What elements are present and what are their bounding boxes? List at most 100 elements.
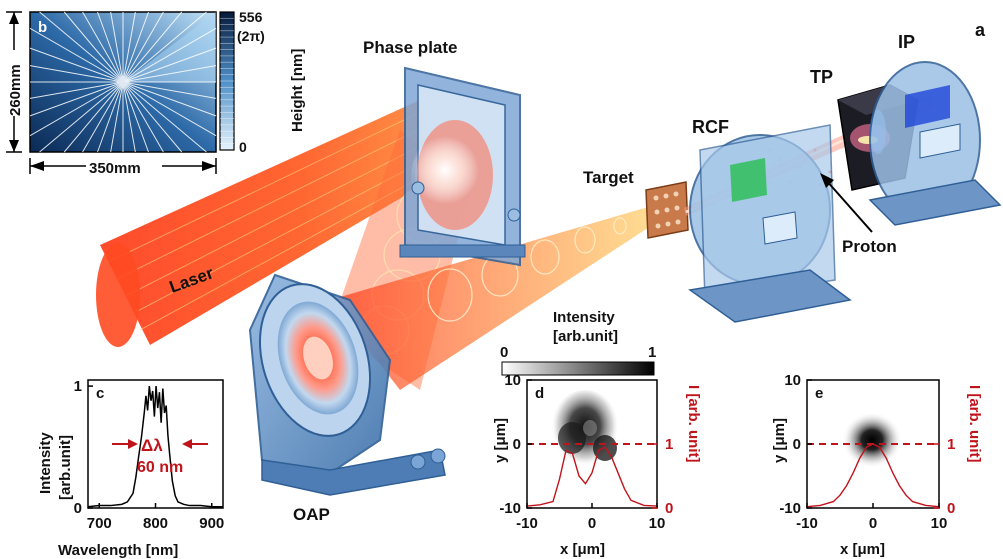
phase-ray <box>39 81 124 153</box>
phase-ray <box>82 81 124 153</box>
label-tp: TP <box>810 67 833 87</box>
panel-letter-c: c <box>96 385 104 402</box>
ytick: 0 <box>793 436 801 453</box>
phase-ray <box>29 81 124 117</box>
c-ytick: 1 <box>74 378 82 395</box>
xtick: 10 <box>649 515 666 532</box>
xtick: -10 <box>796 515 818 532</box>
d-ylabel: y [μm] <box>492 418 509 463</box>
panel-letter-e: e <box>815 385 823 402</box>
phase-ray <box>63 11 124 83</box>
label-oap: OAP <box>293 505 330 524</box>
y2tick: 1 <box>947 436 955 453</box>
ytick: 10 <box>784 372 801 389</box>
phase-ray <box>29 81 124 137</box>
phase-ray <box>110 81 124 153</box>
intensity-min: 0 <box>500 344 508 361</box>
phase-ray <box>122 11 149 83</box>
c-xtick: 900 <box>199 515 224 532</box>
phase-ray <box>29 47 124 83</box>
label-target: Target <box>583 168 634 187</box>
xtick: 0 <box>869 515 877 532</box>
proton-arrow <box>820 173 873 233</box>
d-xlabel: x [μm] <box>560 541 605 558</box>
phase-ray <box>122 81 164 153</box>
ytick: -10 <box>779 500 801 517</box>
intensity-unit: [arb.unit] <box>553 328 618 345</box>
delta-lambda-value: 60 nm <box>137 459 183 476</box>
focal-spot-e <box>842 412 902 468</box>
colorbar-max-sub: (2π) <box>237 28 265 44</box>
phase-ray <box>29 65 124 83</box>
ytick: 10 <box>504 372 521 389</box>
panel-c: c 700 800 900 0 1 Wavelength [nm] Intensity… <box>37 378 224 559</box>
phase-ray <box>122 81 217 137</box>
phase-ray <box>97 81 124 153</box>
intensity-title: Intensity <box>553 309 615 326</box>
e-ylabel: y [μm] <box>771 418 788 463</box>
label-proton: Proton <box>842 237 897 256</box>
phase-ray <box>122 11 183 83</box>
colorbar-min: 0 <box>239 139 247 155</box>
d-lineout <box>526 446 658 507</box>
phase-plate-rays <box>29 11 217 153</box>
laser-beam <box>96 100 440 347</box>
phase-ray <box>122 81 183 153</box>
c-ylabel-1: Intensity <box>37 432 54 494</box>
label-phase-plate: Phase plate <box>363 38 458 57</box>
phase-ray <box>122 11 207 83</box>
bandwidth-annotation: Δλ 60 nm <box>112 436 208 476</box>
label-ip: IP <box>898 32 915 52</box>
intensity-colorbar: Intensity [arb.unit] 0 1 <box>500 309 656 376</box>
ytick: -10 <box>499 500 521 517</box>
label-rcf: RCF <box>692 117 729 137</box>
y2tick: 0 <box>665 500 673 517</box>
xtick: 10 <box>931 515 948 532</box>
phase-ray <box>122 81 217 99</box>
y2tick: 1 <box>665 436 673 453</box>
panel-letter-d: d <box>535 385 544 402</box>
phase-ray <box>122 81 149 153</box>
oap-mirror <box>248 273 446 496</box>
d-y2label: I [arb. unit] <box>685 385 702 463</box>
intensity-max: 1 <box>648 344 656 361</box>
phase-ray <box>122 27 217 83</box>
e-xlabel: x [μm] <box>840 541 885 558</box>
width-dimension: 350mm <box>89 160 141 177</box>
panel-letter-a: a <box>975 20 986 40</box>
delta-lambda-symbol: Δλ <box>141 436 163 455</box>
phase-ray <box>122 65 217 83</box>
panel-letter-b: b <box>38 19 47 36</box>
colorbar-label: Height [nm] <box>289 49 306 132</box>
phase-ray <box>122 11 164 83</box>
e-lineout <box>806 443 940 508</box>
xtick: -10 <box>516 515 538 532</box>
c-ytick: 0 <box>74 500 82 517</box>
phase-ray <box>122 81 136 153</box>
height-dimension: 260mm <box>7 64 24 116</box>
phase-ray <box>110 11 124 83</box>
intensity-gradient <box>501 361 655 376</box>
focusing-beam <box>330 205 660 390</box>
spectrum-line <box>87 386 223 508</box>
c-xtick: 800 <box>143 515 168 532</box>
phase-ray <box>29 27 124 83</box>
phase-ray <box>122 81 207 153</box>
phase-ray <box>97 11 124 83</box>
y2tick: 0 <box>947 500 955 517</box>
rcf-stack <box>688 124 852 323</box>
colorbar-max: 556 <box>239 9 263 25</box>
phase-ray <box>63 81 124 153</box>
target-foil <box>645 181 689 239</box>
c-ylabel-2: [arb.unit] <box>57 435 74 500</box>
e-y2label: I [arb. unit] <box>966 385 983 463</box>
phase-ray <box>122 11 136 83</box>
xtick: 0 <box>588 515 596 532</box>
image-plate-holder <box>868 61 1002 226</box>
ytick: 0 <box>513 436 521 453</box>
phase-plate <box>399 66 526 267</box>
